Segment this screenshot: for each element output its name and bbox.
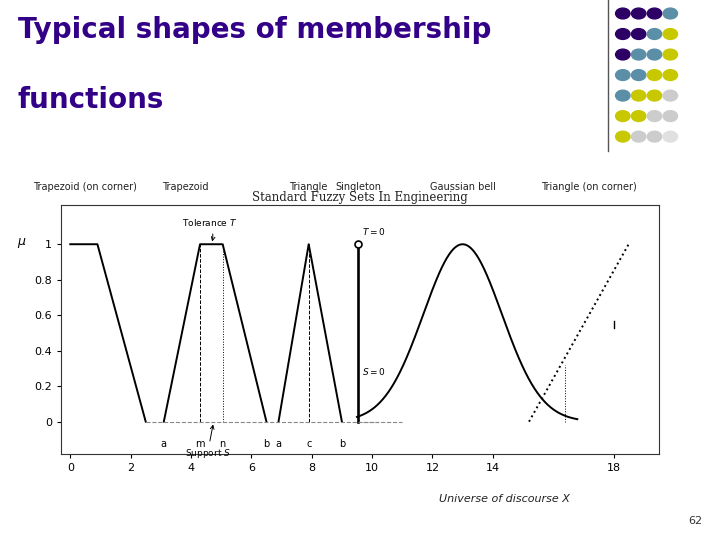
Text: Singleton: Singleton <box>336 181 382 192</box>
Text: a: a <box>161 440 167 449</box>
Text: Triangle (on corner): Triangle (on corner) <box>541 181 637 192</box>
Text: a: a <box>276 440 282 449</box>
Text: Triangle: Triangle <box>289 181 328 192</box>
Text: $S = 0$: $S = 0$ <box>362 367 386 377</box>
Text: Universe of discourse X: Universe of discourse X <box>438 494 570 504</box>
Text: Trapezoid: Trapezoid <box>162 181 208 192</box>
Title: Standard Fuzzy Sets In Engineering: Standard Fuzzy Sets In Engineering <box>252 191 468 204</box>
Text: 62: 62 <box>688 516 702 526</box>
Text: functions: functions <box>18 86 164 114</box>
Text: Typical shapes of membership: Typical shapes of membership <box>18 16 491 44</box>
Text: b: b <box>264 440 269 449</box>
Text: b: b <box>339 440 345 449</box>
Text: m: m <box>195 440 204 449</box>
Text: Trapezoid (on corner): Trapezoid (on corner) <box>33 181 138 192</box>
Text: $T = 0$: $T = 0$ <box>362 226 386 237</box>
Text: μ: μ <box>17 235 25 248</box>
Text: Gaussian bell: Gaussian bell <box>430 181 495 192</box>
Text: Tolerance $T$: Tolerance $T$ <box>182 218 238 240</box>
Text: n: n <box>220 440 226 449</box>
Text: c: c <box>306 440 311 449</box>
Text: Support $S$: Support $S$ <box>184 426 230 460</box>
